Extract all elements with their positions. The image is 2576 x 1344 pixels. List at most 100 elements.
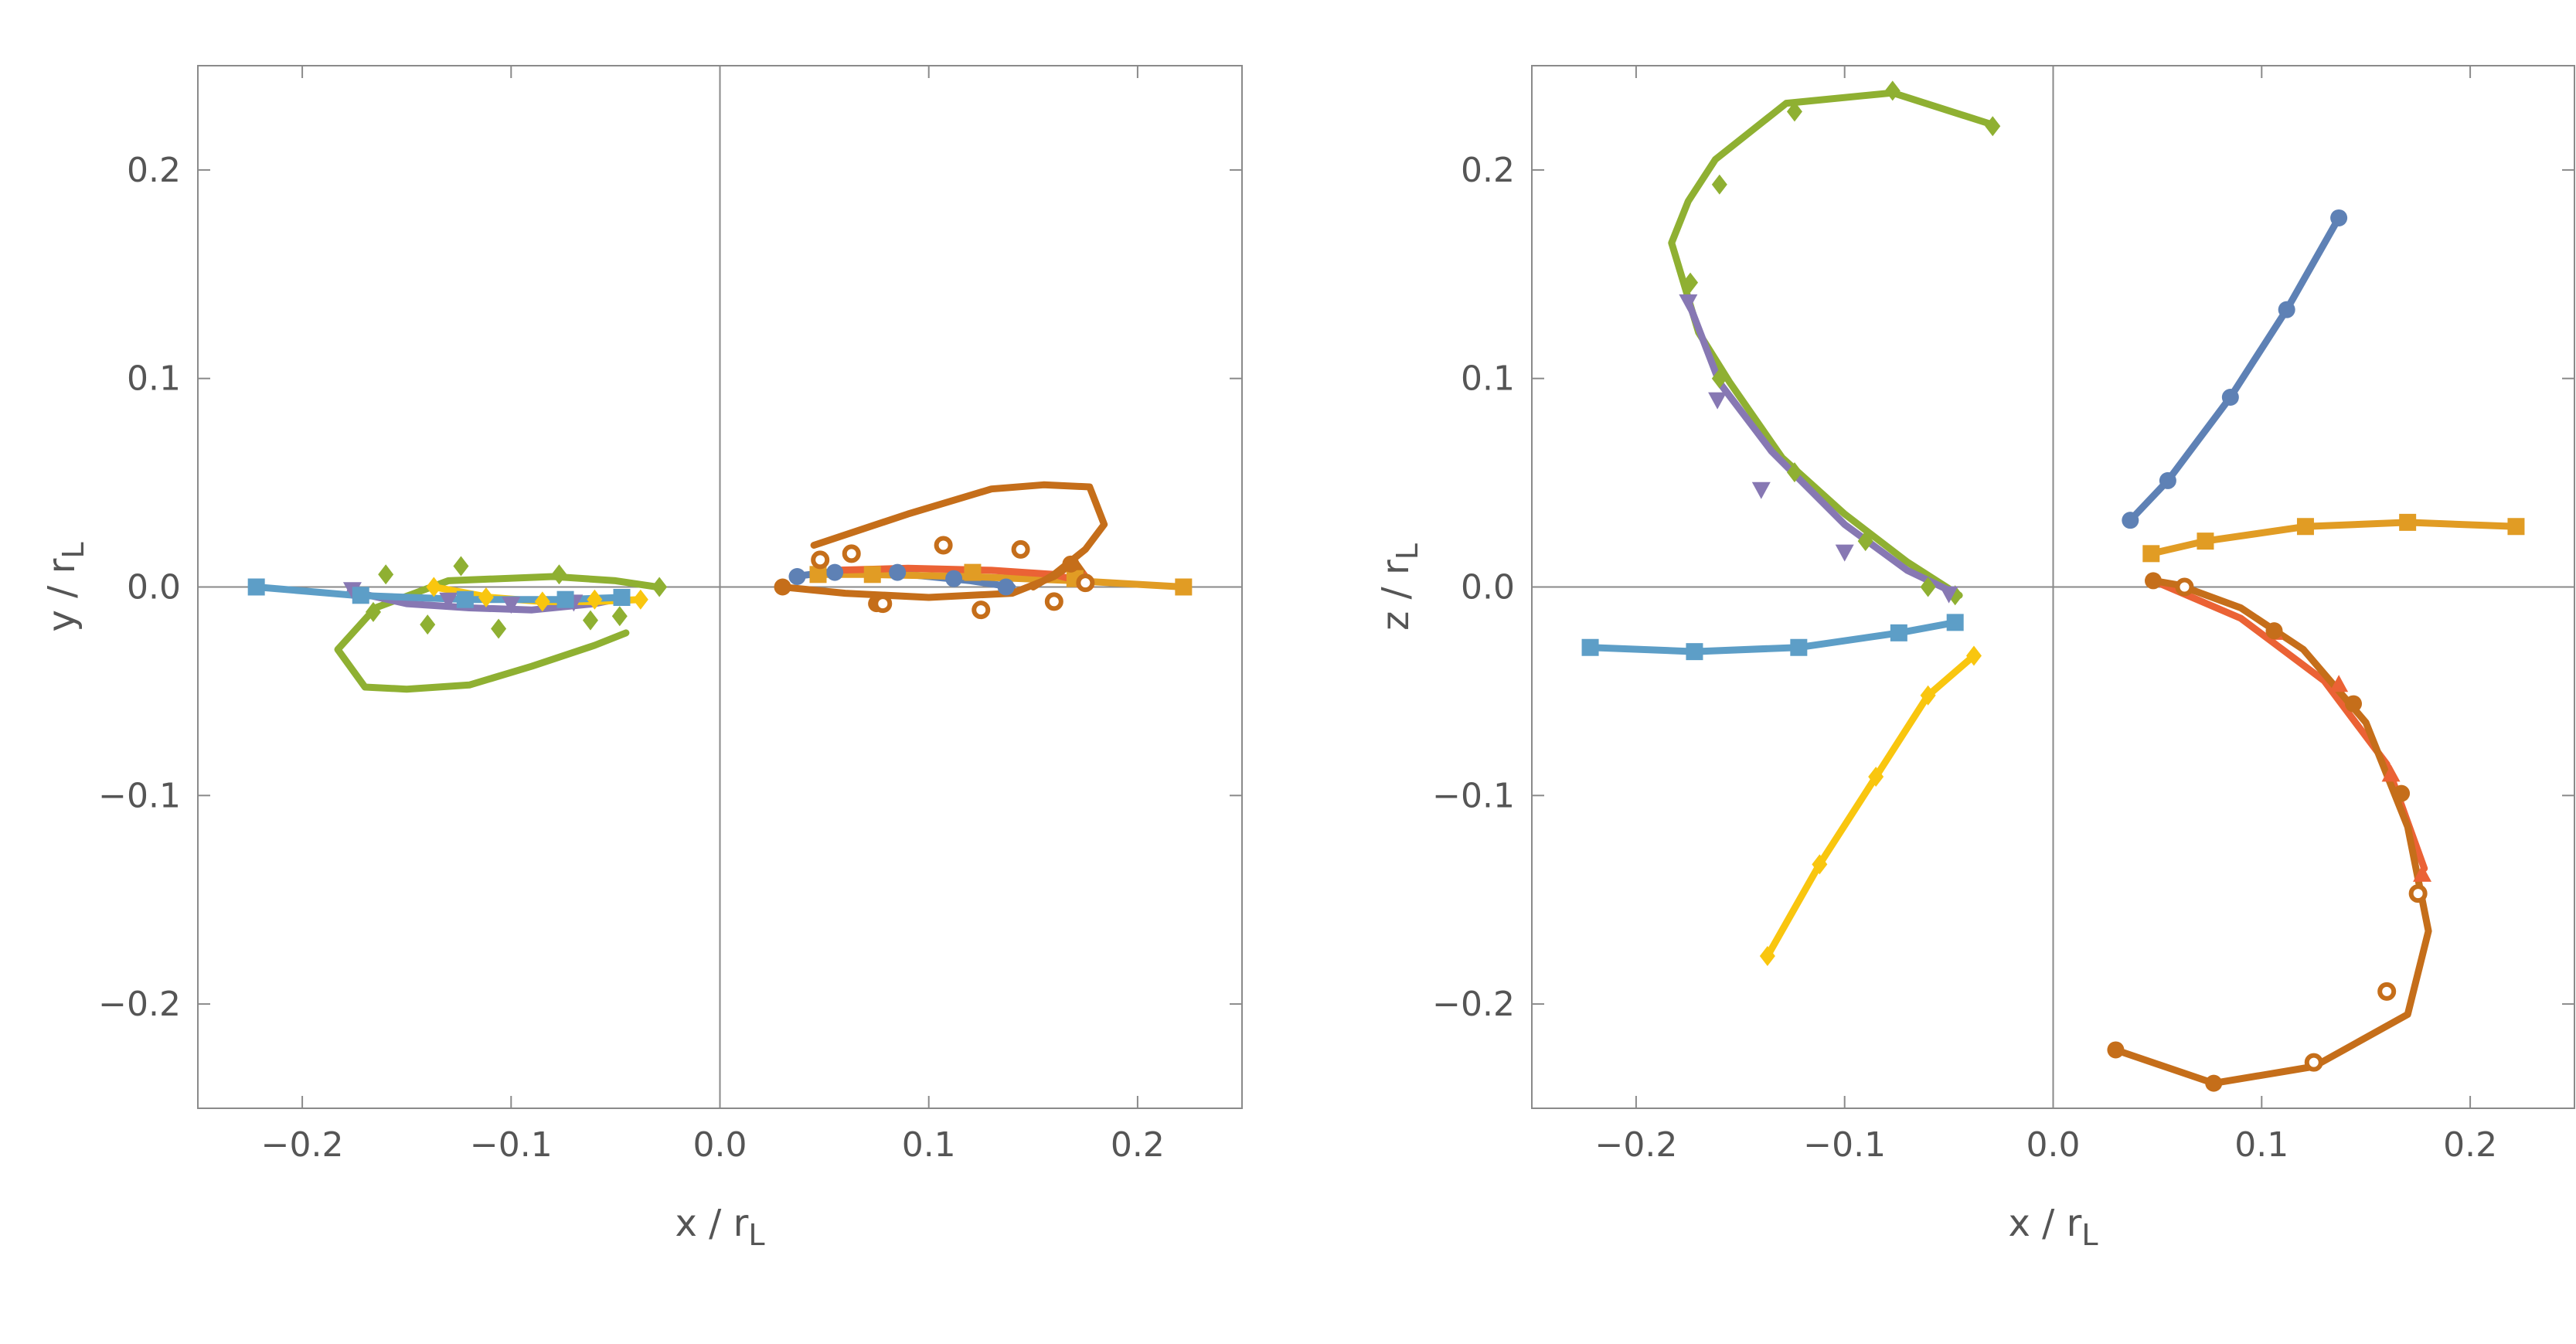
y-tick-label: 0.2 [1461, 151, 1515, 190]
data-point [774, 578, 791, 596]
data-point [1790, 638, 1808, 656]
x-axis-label: x / rL [675, 1202, 765, 1252]
data-point [2381, 764, 2401, 782]
data-point [652, 577, 668, 597]
data-point [2205, 1074, 2223, 1092]
y-tick-label: −0.2 [98, 985, 181, 1024]
data-point [1884, 80, 1901, 101]
data-point [1812, 854, 1828, 875]
data-point [1062, 555, 1080, 573]
data-point [439, 592, 458, 610]
data-point [2413, 864, 2432, 882]
data-point [809, 566, 827, 584]
data-point [1890, 624, 1907, 641]
series-line-3 [1668, 89, 1995, 599]
data-point [1920, 577, 1936, 597]
chart-panel-1: −0.2 −0.1 0.0 0.1 0.2 −0.2 −0.1 0.0 0.1 0.2 x / rL… [40, 65, 1243, 1252]
y-tick-label: 0.0 [1461, 568, 1515, 607]
data-point [997, 578, 1015, 596]
data-point [1686, 643, 1703, 661]
series-line-8 [1764, 652, 1978, 960]
data-point [478, 587, 494, 607]
data-point [1175, 578, 1193, 596]
data-point [2329, 675, 2349, 692]
data-point [873, 594, 893, 614]
x-tick-label: −0.2 [1594, 1125, 1677, 1165]
data-point [1857, 531, 1873, 552]
plot-area [247, 481, 1193, 693]
data-point [811, 550, 830, 570]
data-point [2122, 512, 2139, 529]
x-tick-label: 0.1 [2234, 1125, 2288, 1165]
data-point [2221, 388, 2239, 406]
data-point [1581, 638, 1599, 656]
series-line-4 [831, 564, 1089, 587]
x-tick-label: −0.1 [1803, 1125, 1886, 1165]
data-point [365, 601, 381, 622]
data-point [826, 563, 844, 581]
data-point [2197, 532, 2214, 550]
data-point [456, 590, 474, 608]
y-tick-label: −0.1 [98, 776, 181, 815]
y-tick-label: 0.1 [1461, 359, 1515, 399]
data-point [1759, 946, 1775, 967]
data-point [2159, 471, 2176, 489]
data-point [502, 597, 521, 614]
plot-area [1581, 80, 2525, 1092]
data-point [1708, 392, 1727, 410]
data-point [2399, 513, 2417, 531]
data-point [945, 570, 963, 587]
data-point [582, 610, 598, 631]
data-point [1985, 116, 2001, 137]
data-point [453, 556, 469, 577]
data-point [972, 601, 991, 620]
data-point [1920, 685, 1936, 706]
data-point [934, 536, 953, 555]
y-axis-label: y / rL [40, 543, 90, 632]
data-point [2377, 982, 2397, 1001]
data-point [1044, 592, 1063, 611]
data-point [2296, 518, 2314, 536]
data-point [352, 587, 369, 604]
data-point [420, 614, 436, 635]
data-point [632, 589, 648, 610]
series-line-6 [2112, 577, 2432, 1087]
x-axis-label: x / rL [2009, 1202, 2098, 1252]
x-tick-label: 0.0 [693, 1125, 747, 1165]
data-point [556, 590, 574, 608]
data-point [1946, 614, 1964, 631]
data-point [378, 564, 394, 585]
data-point [1711, 368, 1727, 389]
data-point [613, 588, 631, 606]
data-point [551, 564, 567, 585]
x-tick-label: −0.1 [470, 1125, 553, 1165]
y-axis-label: z / rL [1374, 543, 1424, 631]
data-point [1011, 539, 1030, 559]
data-point [842, 544, 861, 563]
data-point [2142, 545, 2160, 563]
data-point [534, 591, 550, 612]
data-point [1751, 481, 1771, 499]
x-tick-label: −0.2 [261, 1125, 344, 1165]
data-point [2107, 1041, 2125, 1059]
x-tick-label: 0.2 [1111, 1125, 1165, 1165]
data-point [2330, 209, 2348, 226]
data-point [2145, 572, 2163, 590]
y-tick-label: 0.1 [127, 359, 181, 399]
x-tick-label: 0.2 [2443, 1125, 2497, 1165]
data-point [1679, 294, 1698, 311]
data-point [1786, 462, 1802, 483]
data-point [491, 618, 507, 639]
data-point [2278, 301, 2295, 318]
data-point [1939, 586, 1958, 604]
series-line-4 [2149, 577, 2428, 873]
y-tick-label: −0.1 [1432, 776, 1515, 815]
series-line-5 [1684, 298, 1959, 597]
data-point [247, 578, 265, 596]
data-point [2507, 518, 2525, 536]
y-tick-label: 0.0 [127, 568, 181, 607]
data-point [2304, 1053, 2323, 1072]
data-point [1965, 645, 1982, 666]
data-point [1076, 573, 1095, 593]
